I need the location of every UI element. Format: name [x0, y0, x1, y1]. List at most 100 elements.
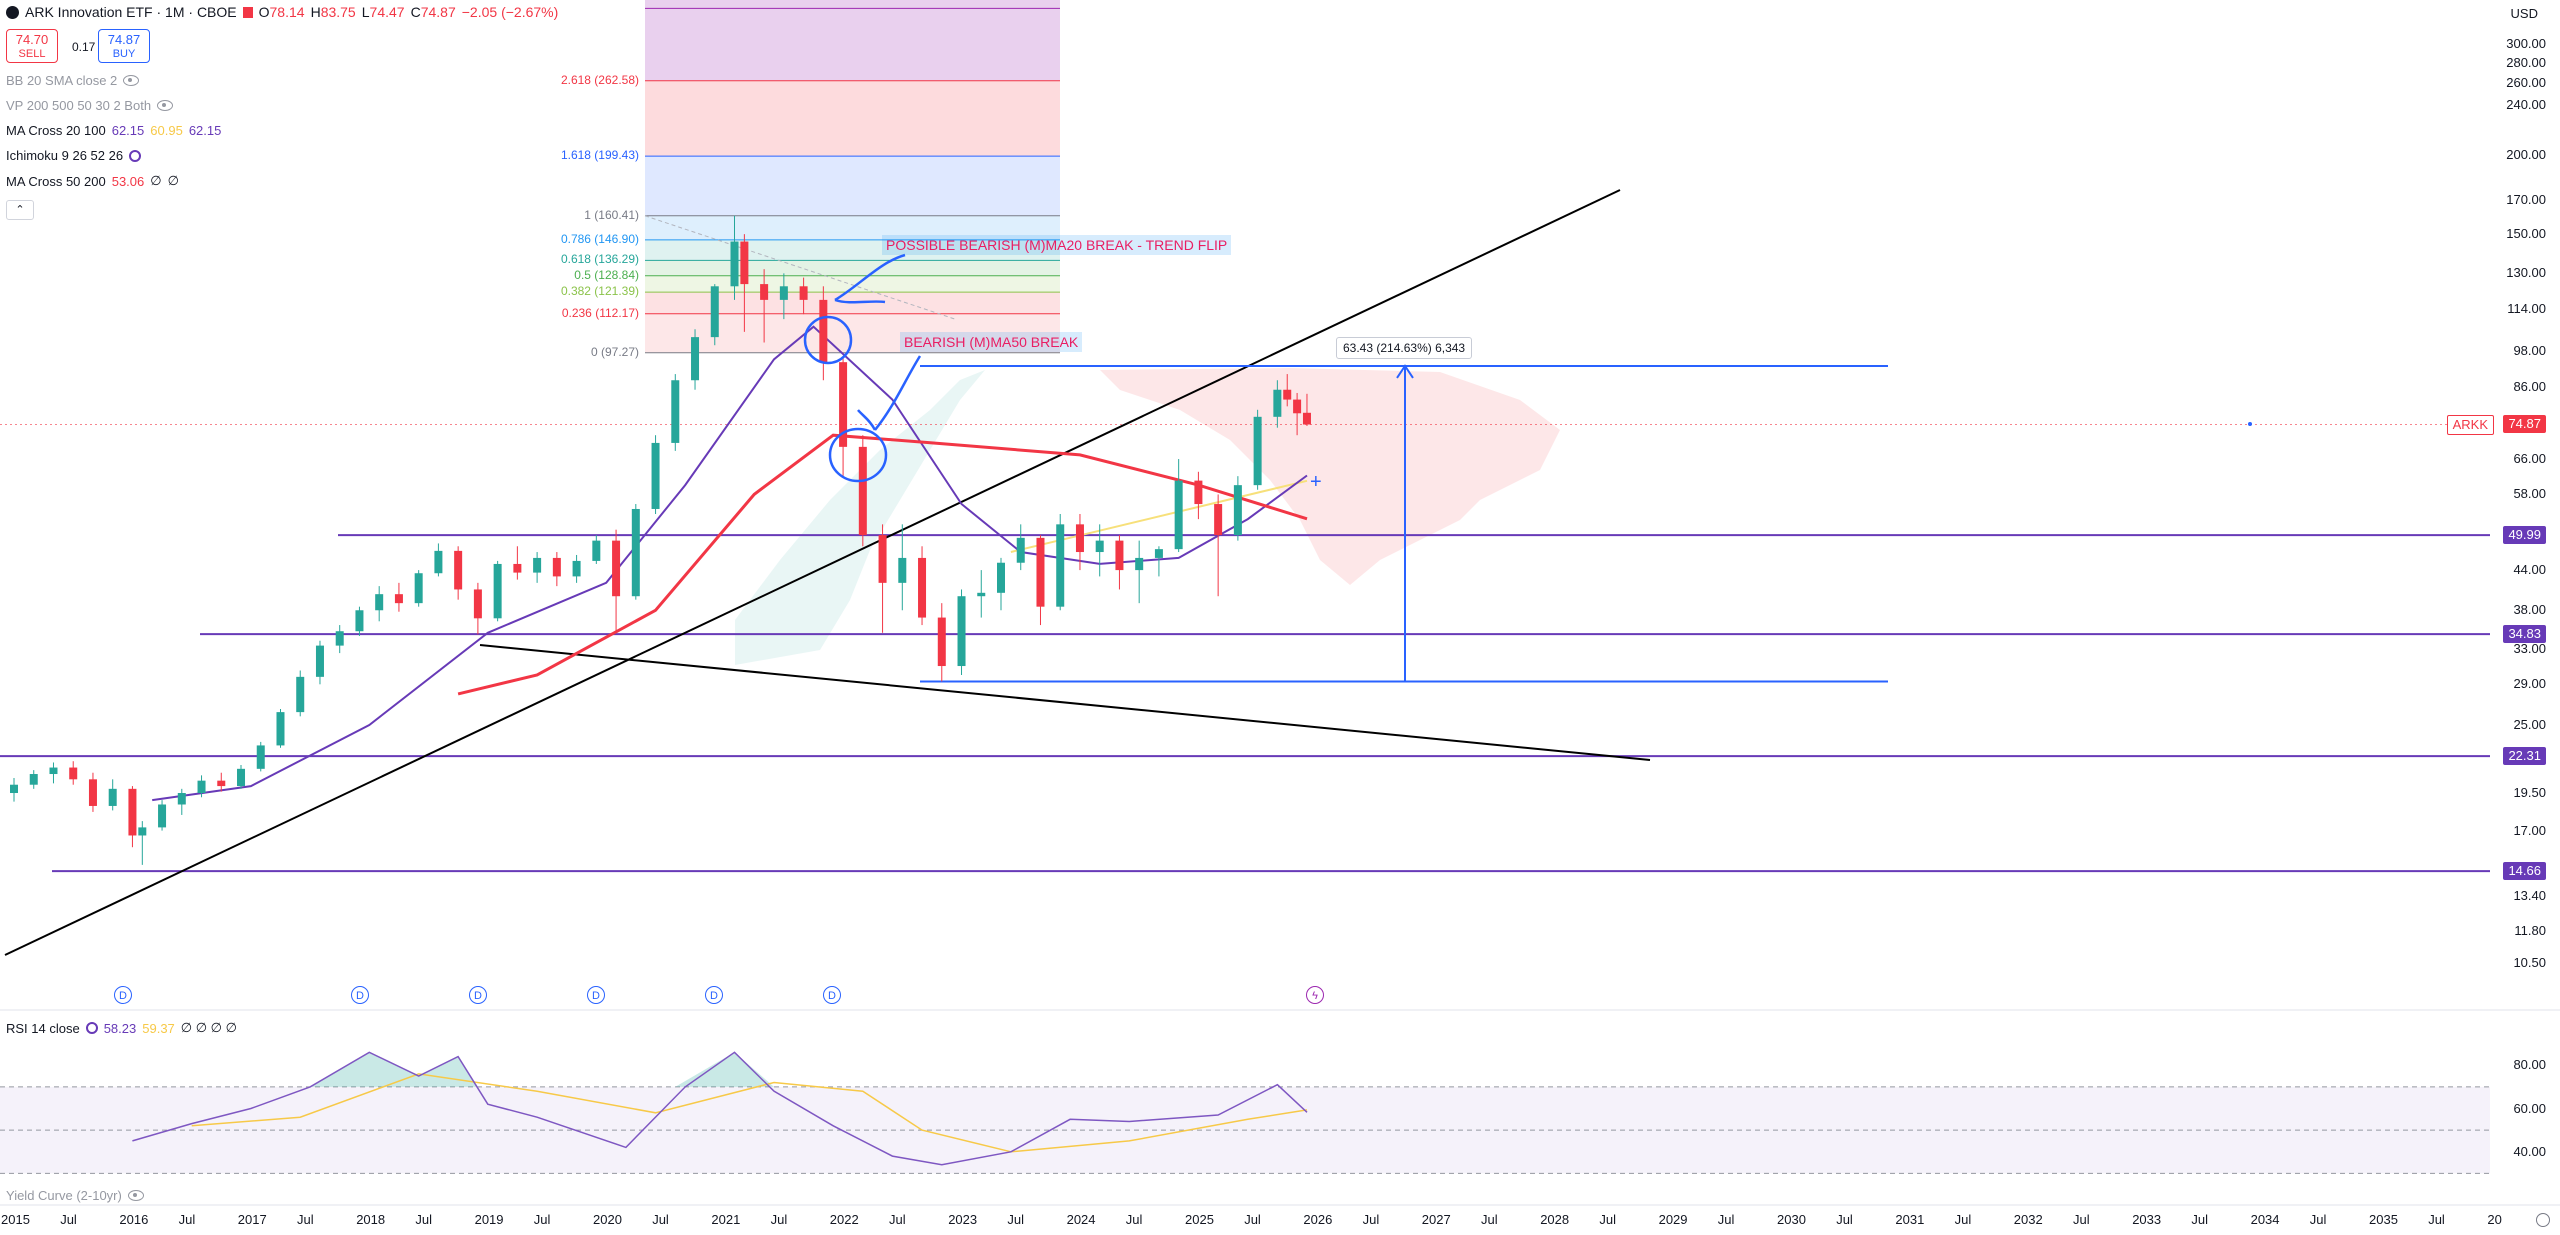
- price-axis-label: 25.00: [2513, 716, 2546, 732]
- settings-cog-icon[interactable]: [85, 1022, 98, 1034]
- time-axis-label: 2032: [2013, 1212, 2043, 1227]
- time-axis-label: Jul: [1836, 1212, 1853, 1227]
- indicator-bb[interactable]: BB 20 SMA close 2: [6, 73, 140, 88]
- candle-body: [779, 286, 788, 300]
- cross-value: 62.15: [188, 123, 222, 138]
- hidden-eye-icon[interactable]: [157, 100, 174, 111]
- dividend-marker[interactable]: D: [587, 986, 605, 1004]
- indicator-vp[interactable]: VP 200 500 50 30 2 Both: [6, 98, 174, 113]
- time-axis-label: Jul: [1717, 1212, 1735, 1227]
- indicator-ma-cross-20-100[interactable]: MA Cross 20 100 62.15 60.95 62.15: [6, 123, 221, 138]
- price-axis-label: 66.00: [2513, 451, 2546, 467]
- hidden-eye-icon[interactable]: [127, 1190, 144, 1201]
- settings-icon[interactable]: [2536, 1213, 2550, 1227]
- price-axis-tag: 22.31: [2503, 747, 2546, 766]
- dividend-marker[interactable]: D: [823, 986, 841, 1004]
- candle-body: [898, 557, 907, 583]
- ohlc-close-label: C: [410, 4, 421, 20]
- candle-body: [375, 594, 384, 611]
- symbol-title[interactable]: ARK Innovation ETF · 1M · CBOE: [25, 4, 237, 20]
- ma20-line: [152, 325, 1308, 802]
- fib-band: [645, 215, 1060, 240]
- ma50-line: [457, 433, 1308, 696]
- time-axis-label: 2026: [1303, 1212, 1333, 1227]
- candle-body: [957, 596, 966, 667]
- buy-button[interactable]: 74.87 BUY: [98, 29, 150, 63]
- fib-level-label: 0.618 (136.29): [560, 252, 639, 267]
- currency-label[interactable]: USD: [2510, 6, 2538, 21]
- fib-band: [645, 239, 1060, 261]
- price-axis-tag: 34.83: [2503, 625, 2546, 644]
- ohlc-low-label: L: [361, 4, 370, 20]
- spread: 0.17: [72, 40, 96, 54]
- candle-body: [592, 540, 601, 561]
- rsi-overbought-fill: [675, 1052, 774, 1087]
- settings-cog-icon[interactable]: [129, 149, 142, 162]
- candle-body: [454, 550, 463, 590]
- flag-icon[interactable]: [242, 6, 253, 18]
- ohlc-low: 74.47: [369, 4, 405, 20]
- time-axis-label: Jul: [889, 1212, 906, 1227]
- hidden-eye-icon[interactable]: [123, 75, 140, 86]
- candle-body: [858, 446, 867, 536]
- time-axis-label: Jul: [178, 1212, 196, 1227]
- fib-level-label: 0.786 (146.90): [560, 231, 639, 246]
- indicator-ma-cross-50-200[interactable]: MA Cross 50 200 53.06 ∅ ∅: [6, 173, 179, 189]
- ma50-value: 53.06: [111, 173, 145, 189]
- ohlc-change: −2.05 (−2.67%): [461, 4, 559, 20]
- candle-body: [1233, 485, 1242, 536]
- time-axis-label: 2023: [948, 1212, 978, 1227]
- sell-button[interactable]: 74.70 SELL: [6, 29, 58, 63]
- candle-body: [414, 573, 423, 604]
- indicator-ichimoku[interactable]: Ichimoku 9 26 52 26: [6, 148, 142, 163]
- time-axis-label: 2018: [356, 1212, 386, 1227]
- marker-dot: [2248, 422, 2252, 426]
- time-axis-label: Jul: [415, 1212, 433, 1227]
- annotation-possible-bearish[interactable]: POSSIBLE BEARISH (M)MA20 BREAK - TREND F…: [882, 235, 1232, 255]
- hand-arrow: [834, 253, 906, 304]
- candle-body: [108, 788, 117, 806]
- time-axis-label: Jul: [2073, 1212, 2090, 1227]
- candle-body: [651, 442, 660, 509]
- rsi-axis-label: 60.00: [2513, 1100, 2546, 1116]
- candle-body: [839, 362, 848, 447]
- time-axis-label: 20: [2487, 1212, 2502, 1227]
- candle-body: [730, 241, 739, 287]
- lightning-event-icon[interactable]: ϟ: [1306, 986, 1324, 1004]
- price-axis-label: 58.00: [2513, 486, 2546, 502]
- crosshair-plus-icon: +: [1310, 471, 1322, 493]
- ohlc-high-label: H: [310, 4, 321, 20]
- dividend-marker[interactable]: D: [351, 986, 369, 1004]
- time-axis-label: 2027: [1421, 1212, 1451, 1227]
- buy-label: BUY: [112, 48, 136, 60]
- yield-curve-label: Yield Curve (2-10yr): [6, 1188, 122, 1203]
- dividend-marker[interactable]: D: [705, 986, 723, 1004]
- symbol-logo-icon: [6, 5, 19, 19]
- candle-body: [977, 592, 986, 597]
- rsi-axis-label: 80.00: [2513, 1057, 2546, 1073]
- candle-body: [819, 299, 828, 363]
- rsi-legend[interactable]: RSI 14 close 58.23 59.37 ∅ ∅ ∅ ∅: [6, 1020, 237, 1036]
- candle-body: [434, 550, 443, 574]
- candle-body: [88, 779, 97, 806]
- dividend-marker[interactable]: D: [114, 986, 132, 1004]
- collapse-legend-button[interactable]: ⌃: [6, 200, 34, 220]
- time-axis-label: 2031: [1895, 1212, 1925, 1227]
- symbol-axis-tag: ARKK: [2446, 415, 2494, 436]
- candle-body: [10, 784, 18, 794]
- candle-body: [296, 676, 305, 713]
- buy-price: 74.87: [107, 32, 141, 47]
- annotation-bearish-ma50[interactable]: BEARISH (M)MA50 BREAK: [900, 332, 1083, 352]
- yield-curve-legend[interactable]: Yield Curve (2-10yr): [6, 1188, 144, 1203]
- candle-body: [158, 804, 167, 828]
- dividend-marker[interactable]: D: [469, 986, 487, 1004]
- candle-body: [997, 562, 1005, 593]
- candle-body: [69, 767, 78, 780]
- measure-label[interactable]: 63.43 (214.63%) 6,343: [1336, 337, 1473, 359]
- candle-body: [572, 560, 581, 577]
- candle-body: [740, 241, 749, 285]
- sell-label: SELL: [18, 48, 46, 60]
- hand-circle: [803, 315, 853, 365]
